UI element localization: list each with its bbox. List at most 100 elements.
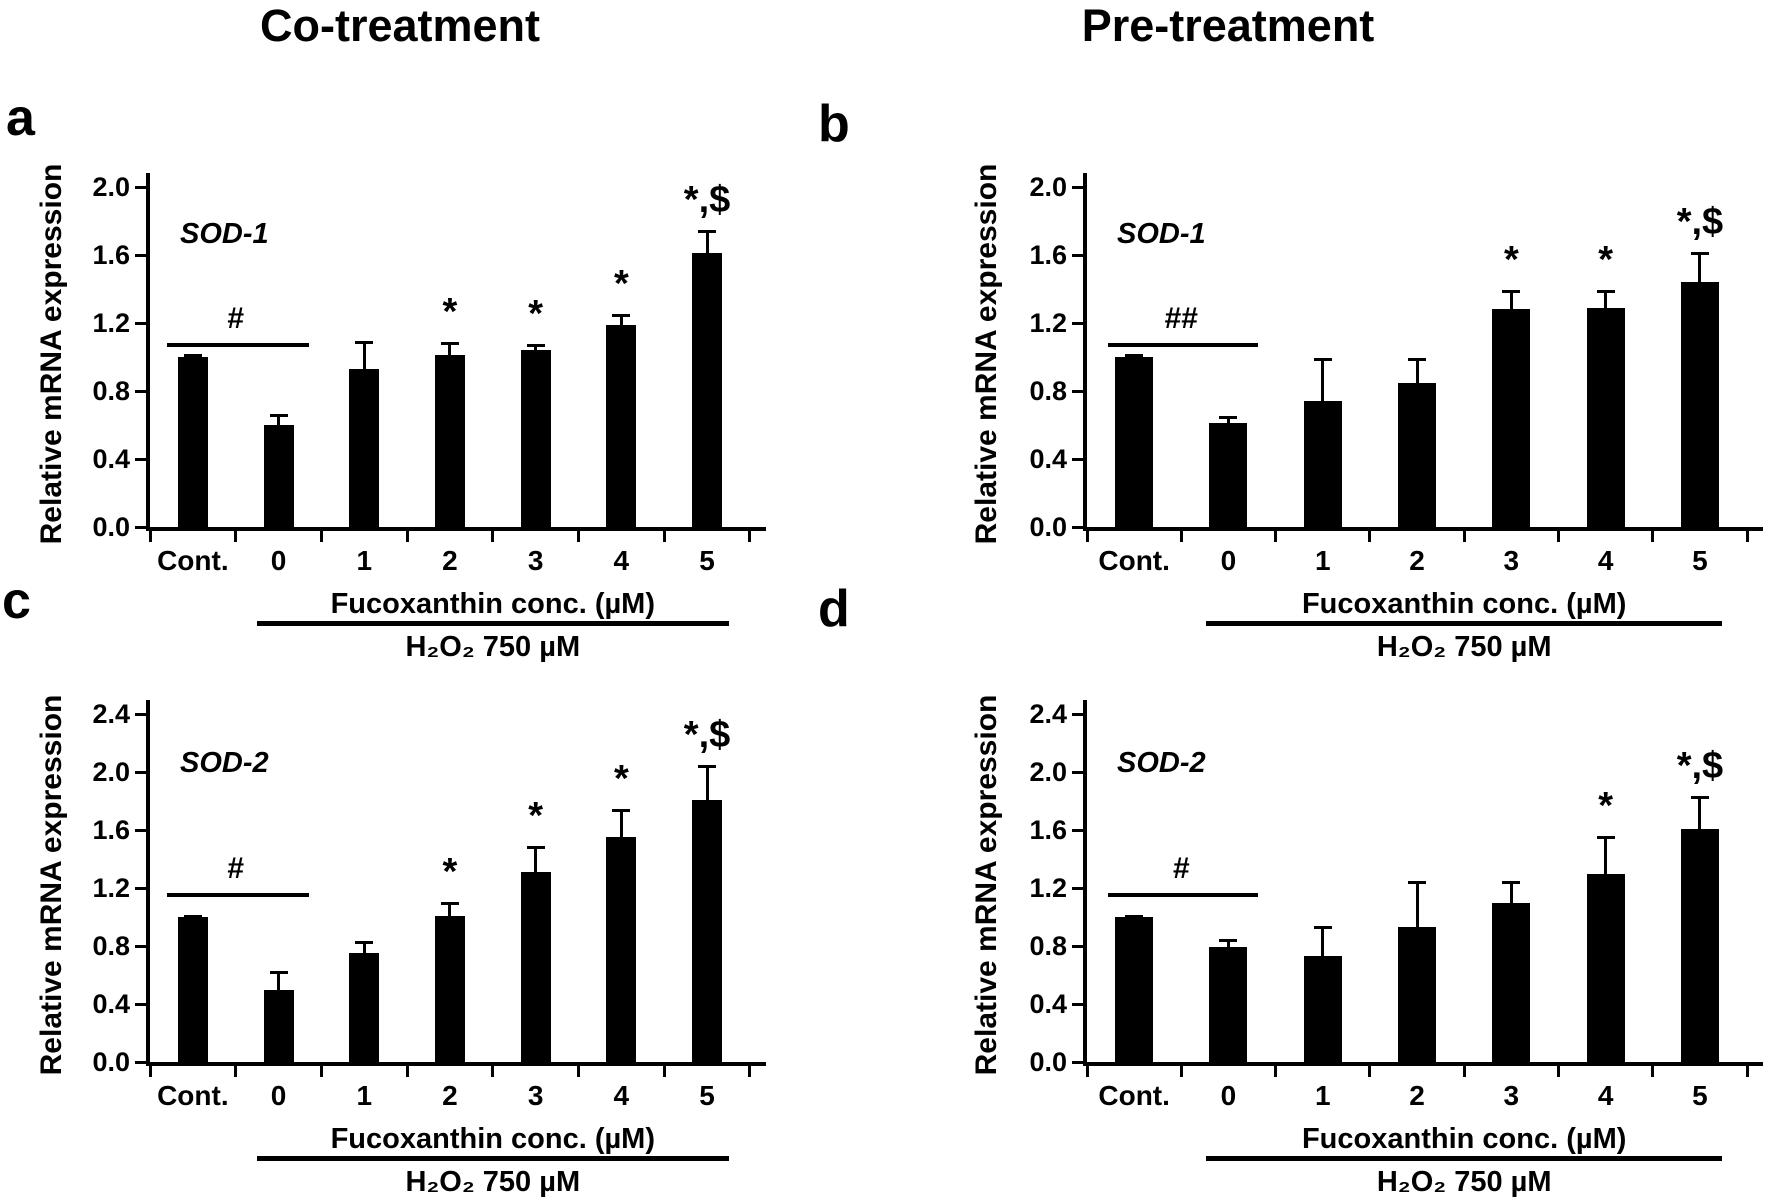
error-bar-stem: [1321, 927, 1325, 963]
error-bar-stem: [448, 343, 452, 362]
error-bar-stem: [705, 766, 709, 806]
bar-1: [349, 368, 380, 527]
error-bar-stem: [362, 941, 366, 960]
gene-label-sod-1: SOD-1: [180, 217, 269, 250]
bar-3: [520, 350, 551, 527]
y-tick-label: 1.2: [1029, 873, 1067, 903]
y-tick-mark: [135, 253, 146, 257]
y-tick-label: 0.0: [1029, 512, 1067, 542]
y-axis-title: Relative mRNA expression: [35, 163, 68, 545]
x-tick-label: 2: [1409, 545, 1425, 576]
x-tick-label: 5: [1692, 545, 1708, 576]
error-bar-stem: [277, 972, 281, 996]
y-tick-mark: [1072, 770, 1083, 774]
y-tick-label: 2.0: [92, 757, 130, 787]
significance-label: *: [442, 850, 458, 893]
error-bar-stem: [1698, 253, 1702, 289]
x-axis-line: [1083, 1062, 1764, 1066]
x-tick-mark: [1745, 531, 1749, 542]
y-tick-label: 2.0: [1029, 172, 1067, 202]
hash-comparison-line: [1108, 343, 1259, 347]
significance-label: *,$: [683, 714, 731, 757]
x-tick-label: 0: [1220, 1080, 1237, 1111]
x-tick-label: 5: [699, 1080, 715, 1111]
x-tick-label: 1: [356, 545, 373, 576]
treatment-underline: [256, 1156, 730, 1161]
fucoxanthin-axis-label: Fucoxanthin conc. (µM): [330, 1123, 656, 1155]
bar-0: [1209, 947, 1248, 1062]
x-tick-label: 4: [1597, 545, 1614, 576]
y-tick-mark: [135, 944, 146, 948]
h2o2-axis-label: H₂O₂ 750 µM: [405, 1166, 581, 1198]
error-bar-stem: [705, 231, 709, 260]
bar-1: [1303, 956, 1342, 1062]
bar-cont: [177, 357, 208, 527]
x-tick-mark: [319, 1066, 323, 1077]
x-tick-mark: [1368, 1066, 1372, 1077]
significance-label: *: [1503, 238, 1519, 281]
error-bar-stem: [1509, 882, 1513, 909]
error-bar-stem: [1604, 837, 1608, 880]
treatment-underline: [1206, 1156, 1722, 1161]
error-bar-cap: [355, 340, 374, 344]
error-bar-stem: [1226, 416, 1230, 430]
x-tick-mark: [148, 531, 152, 542]
bar-4: [1586, 307, 1625, 527]
treatment-underline: [1206, 621, 1722, 626]
y-tick-mark: [135, 321, 146, 325]
y-tick-mark: [135, 457, 146, 461]
y-tick-mark: [135, 828, 146, 832]
y-tick-label: 1.6: [92, 240, 130, 270]
x-tick-mark: [1274, 1066, 1278, 1077]
y-tick-label: 0.0: [92, 512, 130, 542]
x-tick-mark: [234, 1066, 238, 1077]
x-tick-mark: [234, 531, 238, 542]
significance-label: *,$: [1676, 201, 1724, 244]
x-axis-line: [1083, 527, 1764, 531]
y-tick-label: 0.0: [1029, 1047, 1067, 1077]
significance-label: *: [1598, 238, 1614, 281]
x-tick-mark: [1085, 531, 1089, 542]
y-tick-mark: [135, 525, 146, 529]
x-tick-mark: [1651, 531, 1655, 542]
significance-label: *,$: [1676, 744, 1724, 787]
y-tick-mark: [1072, 457, 1083, 461]
x-tick-label: 0: [270, 545, 287, 576]
y-tick-mark: [1072, 321, 1083, 325]
error-bar-cap: [1596, 836, 1615, 840]
x-tick-label: 5: [1692, 1080, 1708, 1111]
significance-label: *: [1598, 785, 1614, 828]
x-tick-mark: [1274, 531, 1278, 542]
error-bar-stem: [191, 355, 195, 363]
x-tick-mark: [1462, 531, 1466, 542]
hash-significance-label: #: [227, 302, 245, 336]
y-tick-mark: [1072, 1060, 1083, 1064]
error-bar-cap: [1408, 881, 1427, 885]
significance-label: *: [613, 757, 629, 800]
error-bar-cap: [269, 971, 288, 975]
error-bar-stem: [1698, 796, 1702, 835]
gene-label-sod-1: SOD-1: [1117, 217, 1206, 250]
x-tick-mark: [1745, 1066, 1749, 1077]
y-tick-mark: [1072, 389, 1083, 393]
bar-0: [1209, 423, 1248, 527]
x-tick-label: Cont.: [157, 545, 229, 576]
error-bar-stem: [191, 915, 195, 923]
y-tick-label: 2.0: [92, 172, 130, 202]
error-bar-cap: [526, 846, 545, 850]
x-tick-mark: [662, 531, 666, 542]
x-tick-mark: [405, 531, 409, 542]
error-bar-stem: [534, 847, 538, 879]
bar-cont: [1115, 357, 1154, 527]
bar-cont: [1115, 917, 1154, 1062]
bar-4: [606, 324, 637, 527]
x-tick-mark: [319, 531, 323, 542]
x-tick-label: 4: [1597, 1080, 1614, 1111]
x-tick-label: Cont.: [1098, 1080, 1170, 1111]
y-tick-mark: [1072, 525, 1083, 529]
error-bar-cap: [526, 344, 545, 348]
hash-significance-label: ##: [1164, 302, 1198, 336]
y-tick-label: 0.4: [1029, 444, 1067, 474]
x-tick-mark: [405, 1066, 409, 1077]
